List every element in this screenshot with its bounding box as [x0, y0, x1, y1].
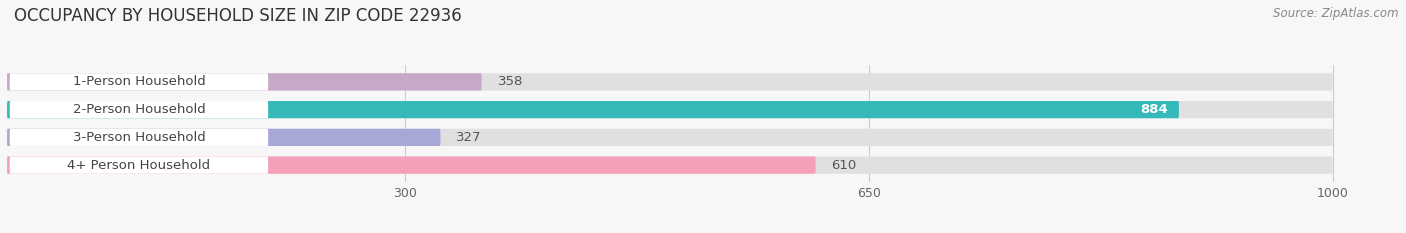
- FancyBboxPatch shape: [7, 101, 1178, 118]
- Text: 4+ Person Household: 4+ Person Household: [67, 159, 211, 171]
- FancyBboxPatch shape: [10, 157, 269, 174]
- FancyBboxPatch shape: [7, 73, 482, 90]
- Text: Source: ZipAtlas.com: Source: ZipAtlas.com: [1274, 7, 1399, 20]
- FancyBboxPatch shape: [10, 101, 269, 118]
- Text: 358: 358: [498, 75, 523, 88]
- FancyBboxPatch shape: [7, 129, 1333, 146]
- FancyBboxPatch shape: [10, 73, 269, 90]
- FancyBboxPatch shape: [7, 73, 1333, 90]
- FancyBboxPatch shape: [7, 157, 815, 174]
- FancyBboxPatch shape: [10, 129, 269, 146]
- Text: 884: 884: [1140, 103, 1168, 116]
- FancyBboxPatch shape: [7, 101, 1333, 118]
- Text: 610: 610: [831, 159, 856, 171]
- Text: OCCUPANCY BY HOUSEHOLD SIZE IN ZIP CODE 22936: OCCUPANCY BY HOUSEHOLD SIZE IN ZIP CODE …: [14, 7, 461, 25]
- FancyBboxPatch shape: [7, 129, 440, 146]
- Text: 1-Person Household: 1-Person Household: [73, 75, 205, 88]
- Text: 327: 327: [457, 131, 482, 144]
- Text: 3-Person Household: 3-Person Household: [73, 131, 205, 144]
- FancyBboxPatch shape: [7, 157, 1333, 174]
- Text: 2-Person Household: 2-Person Household: [73, 103, 205, 116]
